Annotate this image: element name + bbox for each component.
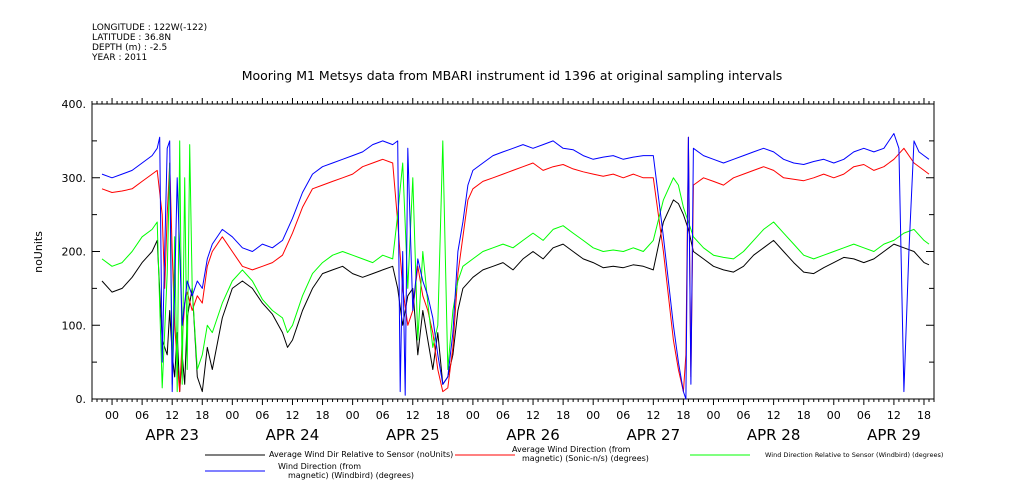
y-tick-label: 300. — [62, 172, 87, 185]
x-tick-label: 12 — [887, 409, 901, 422]
legend-label-1: Average Wind Direction (from — [512, 445, 631, 454]
x-tick-label: 00 — [827, 409, 841, 422]
longitude-label: LONGITUDE : 122W(-122) — [92, 23, 207, 33]
x-tick-label: 06 — [376, 409, 390, 422]
legend-label-3: Wind Direction (from — [278, 462, 361, 471]
x-tick-label: 00 — [706, 409, 720, 422]
x-tick-label: 18 — [316, 409, 330, 422]
x-tick-label: 12 — [165, 409, 179, 422]
x-tick-label: 00 — [586, 409, 600, 422]
series-line-1 — [101, 136, 930, 393]
legend-label-3-line2: magnetic) (Windbird) (degrees) — [288, 471, 414, 480]
x-tick-label: 12 — [646, 409, 660, 422]
x-tick-label: 06 — [616, 409, 630, 422]
x-tick-label: 00 — [225, 409, 239, 422]
x-tick-label: 18 — [195, 409, 209, 422]
y-tick-label: 0. — [76, 393, 87, 406]
y-axis: 0. 100. 200. 300. 400. — [62, 98, 934, 406]
x-tick-label: 06 — [737, 409, 751, 422]
x-tick-label: 12 — [285, 409, 299, 422]
x-tick-label: 12 — [526, 409, 540, 422]
x-tick-label: 18 — [676, 409, 690, 422]
x-tick-label: 06 — [496, 409, 510, 422]
y-tick-label: 200. — [62, 246, 87, 259]
x-tick-label: 18 — [797, 409, 811, 422]
x-tick-label: 18 — [556, 409, 570, 422]
x-tick-label: 12 — [406, 409, 420, 422]
y-axis-label: noUnits — [32, 231, 45, 273]
y-tick-label: 400. — [62, 98, 87, 111]
x-day-label: APR 27 — [627, 426, 681, 444]
latitude-label: LATITUDE : 36.8N — [92, 33, 171, 43]
x-day-label: APR 25 — [386, 426, 440, 444]
y-tick-label: 100. — [62, 319, 87, 332]
series-lines — [101, 133, 930, 400]
x-tick-label: 00 — [105, 409, 119, 422]
x-day-label: APR 29 — [867, 426, 921, 444]
x-tick-label: 18 — [436, 409, 450, 422]
x-day-label: APR 26 — [506, 426, 560, 444]
x-axis: 00 06 12 18 00 06 12 18 00 06 12 18 00 06 12 18 00 06 12 18… — [91, 399, 935, 444]
legend-label-0: Average Wind Dir Relative to Sensor (noU… — [269, 450, 453, 459]
depth-label: DEPTH (m) : -2.5 — [92, 43, 167, 53]
top-axis — [91, 98, 935, 104]
x-day-label: APR 28 — [747, 426, 801, 444]
x-tick-label: 06 — [135, 409, 149, 422]
legend-label-2: Wind Direction Relative to Sensor (Windb… — [765, 451, 943, 459]
legend-label-1-line2: magnetic) (Sonic-n/s) (degrees) — [522, 454, 649, 463]
chart-title: Mooring M1 Metsys data from MBARI instru… — [242, 68, 783, 83]
x-tick-label: 06 — [255, 409, 269, 422]
x-tick-label: 18 — [917, 409, 931, 422]
legend: Average Wind Dir Relative to Sensor (noU… — [205, 445, 943, 480]
x-tick-label: 00 — [346, 409, 360, 422]
x-tick-label: 12 — [767, 409, 781, 422]
year-label: YEAR : 2011 — [91, 53, 147, 63]
x-day-label: APR 24 — [266, 426, 320, 444]
x-day-label: APR 23 — [145, 426, 199, 444]
x-tick-label: 06 — [857, 409, 871, 422]
x-tick-label: 00 — [466, 409, 480, 422]
series-line-2 — [101, 140, 930, 393]
series-line-3 — [101, 133, 930, 400]
